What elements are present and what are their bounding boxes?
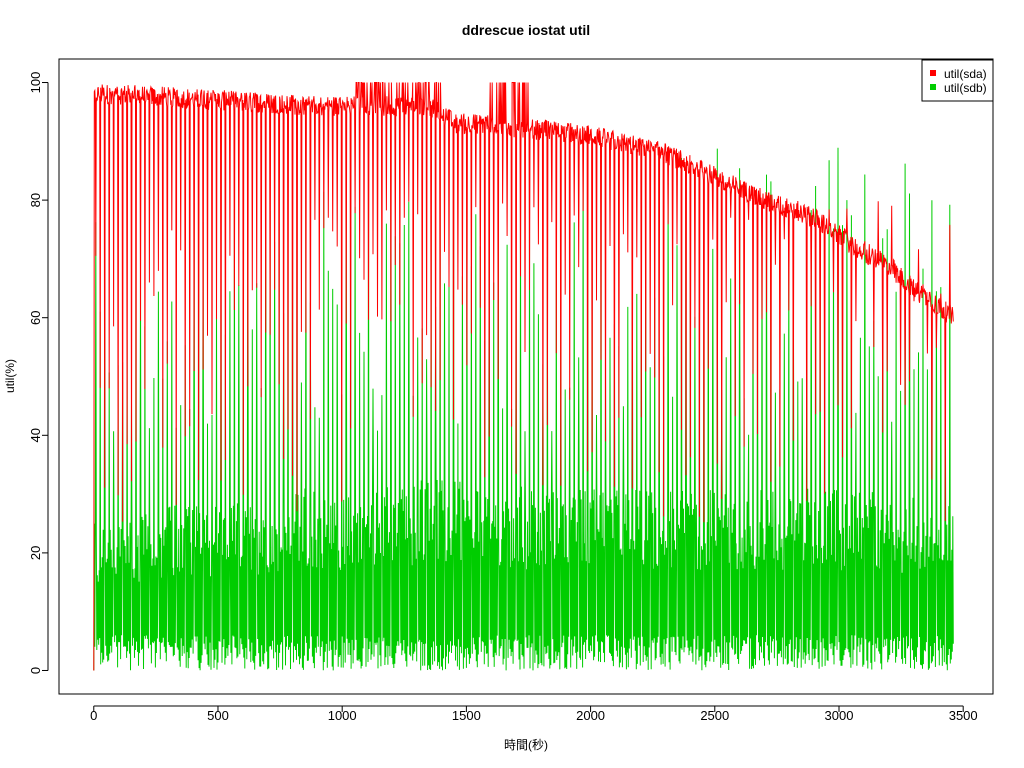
y-tick-label: 60 [28,310,43,324]
y-axis: 0 20 40 60 80 100 [28,72,49,674]
x-tick-label: 0 [90,708,97,723]
plot-frame [58,58,994,695]
series-line-sda [93,82,954,671]
legend: util(sda) util(sdb) [921,59,994,102]
y-tick-label: 0 [28,667,43,674]
y-axis-label: util(%) [3,359,17,393]
series-line-sdb [93,147,954,671]
legend-box [921,59,994,102]
x-tick-label: 3500 [949,708,978,723]
legend-label-sda: util(sda) [944,67,987,81]
x-tick-label: 2500 [700,708,729,723]
chart-title: ddrescue iostat util [462,22,590,38]
x-tick-label: 3000 [825,708,854,723]
x-tick-label: 2000 [576,708,605,723]
x-axis: 0 500 1000 1500 2000 2500 3000 3500 [90,705,978,723]
legend-swatch-sda [930,70,936,76]
y-tick-label: 20 [28,546,43,560]
y-tick-label: 40 [28,428,43,442]
x-tick-label: 500 [207,708,229,723]
y-tick-label: 100 [28,72,43,94]
legend-swatch-sdb [930,84,936,90]
x-axis-label: 時間(秒) [504,738,548,752]
legend-label-sdb: util(sdb) [944,81,987,95]
x-tick-label: 1500 [452,708,481,723]
y-tick-label: 80 [28,193,43,207]
x-tick-label: 1000 [328,708,357,723]
